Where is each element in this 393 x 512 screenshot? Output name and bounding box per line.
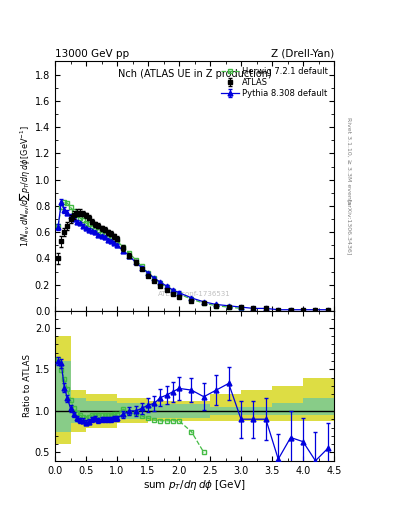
Herwig 7.2.1 default <box>140 263 144 269</box>
Herwig 7.2.1 default <box>96 226 101 232</box>
Herwig 7.2.1 default <box>62 199 67 205</box>
Y-axis label: $1/N_\mathrm{ev}\,dN_\mathrm{ev}/d\!\sum p_T/d\eta\,d\phi\,[\mathrm{GeV}^{-1}]$: $1/N_\mathrm{ev}\,dN_\mathrm{ev}/d\!\sum… <box>18 125 32 247</box>
Herwig 7.2.1 default <box>90 223 95 229</box>
Text: Rivet 3.1.10, ≥ 3.3M events: Rivet 3.1.10, ≥ 3.3M events <box>346 117 351 204</box>
Herwig 7.2.1 default <box>68 204 73 210</box>
Herwig 7.2.1 default <box>121 244 126 250</box>
Herwig 7.2.1 default <box>59 204 64 210</box>
Herwig 7.2.1 default <box>189 296 194 302</box>
Text: Nch (ATLAS UE in Z production): Nch (ATLAS UE in Z production) <box>118 69 272 79</box>
Herwig 7.2.1 default <box>56 223 61 229</box>
Text: [arXiv:1306.3436]: [arXiv:1306.3436] <box>346 199 351 255</box>
Herwig 7.2.1 default <box>158 281 163 287</box>
X-axis label: sum $p_T/d\eta\,d\phi$ [GeV]: sum $p_T/d\eta\,d\phi$ [GeV] <box>143 478 246 493</box>
Herwig 7.2.1 default <box>99 229 104 236</box>
Y-axis label: Ratio to ATLAS: Ratio to ATLAS <box>23 354 32 417</box>
Herwig 7.2.1 default <box>71 208 76 214</box>
Herwig 7.2.1 default <box>105 233 110 239</box>
Herwig 7.2.1 default <box>133 257 138 263</box>
Herwig 7.2.1 default <box>226 304 231 310</box>
Herwig 7.2.1 default <box>152 275 156 281</box>
Herwig 7.2.1 default <box>115 239 119 245</box>
Text: Z (Drell-Yan): Z (Drell-Yan) <box>271 49 334 59</box>
Herwig 7.2.1 default <box>127 250 132 257</box>
Herwig 7.2.1 default <box>93 225 98 231</box>
Herwig 7.2.1 default <box>164 284 169 290</box>
Herwig 7.2.1 default <box>74 212 79 218</box>
Text: ATLAS-conf-1736531: ATLAS-conf-1736531 <box>158 291 231 297</box>
Herwig 7.2.1 default <box>239 305 243 311</box>
Herwig 7.2.1 default <box>177 291 182 297</box>
Herwig 7.2.1 default <box>202 300 206 306</box>
Herwig 7.2.1 default <box>171 288 175 294</box>
Line: Herwig 7.2.1 default: Herwig 7.2.1 default <box>56 200 244 311</box>
Herwig 7.2.1 default <box>77 215 82 221</box>
Herwig 7.2.1 default <box>214 303 219 309</box>
Herwig 7.2.1 default <box>87 221 92 227</box>
Herwig 7.2.1 default <box>102 230 107 237</box>
Herwig 7.2.1 default <box>146 270 151 276</box>
Herwig 7.2.1 default <box>84 220 88 226</box>
Text: 13000 GeV pp: 13000 GeV pp <box>55 49 129 59</box>
Herwig 7.2.1 default <box>112 236 116 242</box>
Herwig 7.2.1 default <box>108 234 113 241</box>
Herwig 7.2.1 default <box>81 217 85 223</box>
Herwig 7.2.1 default <box>65 200 70 206</box>
Legend: Herwig 7.2.1 default, ATLAS, Pythia 8.308 default: Herwig 7.2.1 default, ATLAS, Pythia 8.30… <box>219 66 330 100</box>
